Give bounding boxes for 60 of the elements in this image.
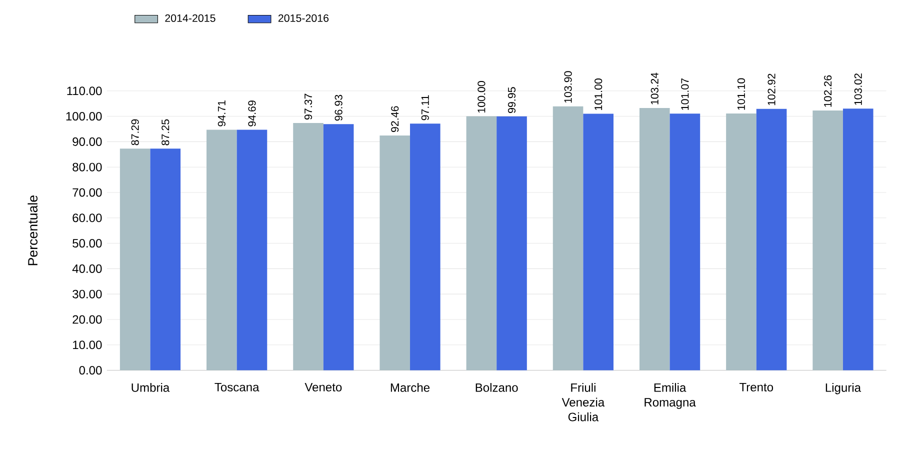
x-tick-label: Trento [739, 383, 774, 392]
bar [842, 108, 874, 371]
data-label: 103.24 [650, 72, 658, 105]
data-label: 102.26 [824, 76, 832, 108]
data-label: 94.71 [218, 100, 226, 127]
bar [120, 148, 150, 371]
x-tick-label: Liguria [826, 383, 862, 394]
bar [293, 123, 324, 371]
bar [726, 114, 756, 371]
bar [150, 148, 181, 371]
legend-label: 2015-2016 [278, 14, 329, 22]
data-label: 102.92 [768, 74, 776, 106]
bar [812, 110, 843, 371]
data-label: 101.10 [737, 78, 746, 110]
data-label: 97.11 [421, 95, 429, 120]
bar [496, 116, 527, 371]
y-tick-label: 110.00 [67, 86, 102, 96]
bar [410, 124, 440, 371]
y-tick-label: 40.00 [72, 264, 102, 274]
data-label: 92.46 [391, 106, 399, 132]
y-tick-label: 100.00 [66, 112, 102, 121]
bar [206, 130, 237, 371]
bar [670, 114, 700, 371]
data-label: 94.69 [248, 100, 256, 127]
y-tick-label: 20.00 [72, 315, 102, 324]
data-label: 96.93 [334, 95, 342, 121]
data-label: 87.25 [162, 120, 170, 146]
x-tick-label: Bolzano [476, 383, 518, 392]
y-tick-label: 60.00 [72, 214, 102, 222]
data-label: 101.07 [681, 78, 689, 110]
data-label: 103.90 [564, 71, 572, 103]
bar [639, 108, 670, 371]
x-tick-label: Emilia Romagna [644, 383, 696, 410]
y-tick-label: 30.00 [72, 290, 102, 299]
x-tick-label: Veneto [304, 383, 342, 392]
y-tick-label: 80.00 [72, 163, 102, 172]
bar [552, 106, 584, 371]
bar [380, 136, 410, 371]
x-tick-label: Umbria [132, 383, 170, 392]
y-tick-label: 50.00 [72, 239, 102, 248]
bar [466, 116, 497, 371]
y-tick-label: 10.00 [73, 340, 102, 350]
y-tick-label: 90.00 [72, 138, 102, 146]
bar [756, 109, 787, 371]
data-label: 99.95 [508, 87, 516, 114]
legend-label: 2014-2015 [165, 14, 216, 22]
bar [236, 130, 268, 371]
x-tick-label: Marche [390, 383, 430, 392]
x-tick-label: Friuli Venezia Giulia [562, 383, 605, 422]
y-tick-label: 0.00 [79, 366, 102, 375]
data-label: 103.02 [854, 74, 862, 106]
data-label: 97.37 [304, 94, 312, 120]
y-tick-label: 70.00 [72, 188, 102, 197]
bar [583, 114, 614, 371]
data-label: 87.29 [131, 120, 139, 146]
y-axis-title: Percentuale [28, 196, 38, 266]
x-tick-label: Toscana [214, 383, 260, 392]
data-label: 101.00 [594, 78, 602, 110]
bar [323, 124, 354, 371]
data-label: 100.00 [478, 81, 486, 113]
